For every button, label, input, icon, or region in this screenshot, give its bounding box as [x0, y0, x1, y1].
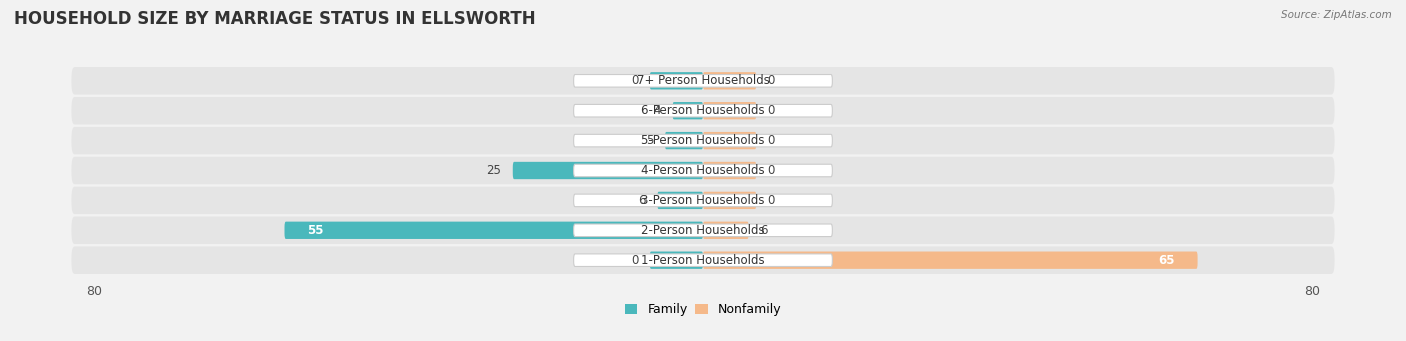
Text: 5-Person Households: 5-Person Households [641, 134, 765, 147]
FancyBboxPatch shape [703, 222, 748, 239]
Text: 0: 0 [631, 74, 638, 87]
Text: 6: 6 [761, 224, 768, 237]
Text: 0: 0 [768, 74, 775, 87]
FancyBboxPatch shape [574, 134, 832, 147]
FancyBboxPatch shape [574, 194, 832, 207]
Text: 4-Person Households: 4-Person Households [641, 164, 765, 177]
Text: 2-Person Households: 2-Person Households [641, 224, 765, 237]
FancyBboxPatch shape [72, 217, 1334, 244]
Text: 0: 0 [768, 134, 775, 147]
Text: 1-Person Households: 1-Person Households [641, 254, 765, 267]
FancyBboxPatch shape [650, 72, 703, 89]
FancyBboxPatch shape [72, 127, 1334, 154]
Text: 65: 65 [1159, 254, 1175, 267]
FancyBboxPatch shape [672, 102, 703, 119]
FancyBboxPatch shape [703, 72, 756, 89]
Text: Source: ZipAtlas.com: Source: ZipAtlas.com [1281, 10, 1392, 20]
FancyBboxPatch shape [72, 247, 1334, 274]
FancyBboxPatch shape [703, 252, 1198, 269]
Text: 0: 0 [631, 254, 638, 267]
Text: 0: 0 [768, 164, 775, 177]
Text: 6-Person Households: 6-Person Households [641, 104, 765, 117]
FancyBboxPatch shape [703, 132, 756, 149]
Text: 7+ Person Households: 7+ Person Households [637, 74, 769, 87]
Text: 0: 0 [768, 194, 775, 207]
FancyBboxPatch shape [703, 192, 756, 209]
FancyBboxPatch shape [574, 75, 832, 87]
Text: 5: 5 [647, 134, 654, 147]
FancyBboxPatch shape [72, 67, 1334, 94]
Text: 0: 0 [768, 104, 775, 117]
FancyBboxPatch shape [665, 132, 703, 149]
Legend: Family, Nonfamily: Family, Nonfamily [620, 298, 786, 321]
FancyBboxPatch shape [574, 224, 832, 237]
FancyBboxPatch shape [513, 162, 703, 179]
FancyBboxPatch shape [574, 254, 832, 266]
Text: 6: 6 [638, 194, 645, 207]
FancyBboxPatch shape [72, 97, 1334, 124]
FancyBboxPatch shape [574, 164, 832, 177]
FancyBboxPatch shape [650, 252, 703, 269]
Text: 4: 4 [654, 104, 661, 117]
FancyBboxPatch shape [72, 157, 1334, 184]
FancyBboxPatch shape [574, 104, 832, 117]
Text: 55: 55 [308, 224, 323, 237]
FancyBboxPatch shape [72, 187, 1334, 214]
Text: 3-Person Households: 3-Person Households [641, 194, 765, 207]
FancyBboxPatch shape [284, 222, 703, 239]
FancyBboxPatch shape [703, 102, 756, 119]
FancyBboxPatch shape [703, 162, 756, 179]
Text: 25: 25 [486, 164, 502, 177]
Text: HOUSEHOLD SIZE BY MARRIAGE STATUS IN ELLSWORTH: HOUSEHOLD SIZE BY MARRIAGE STATUS IN ELL… [14, 10, 536, 28]
FancyBboxPatch shape [658, 192, 703, 209]
